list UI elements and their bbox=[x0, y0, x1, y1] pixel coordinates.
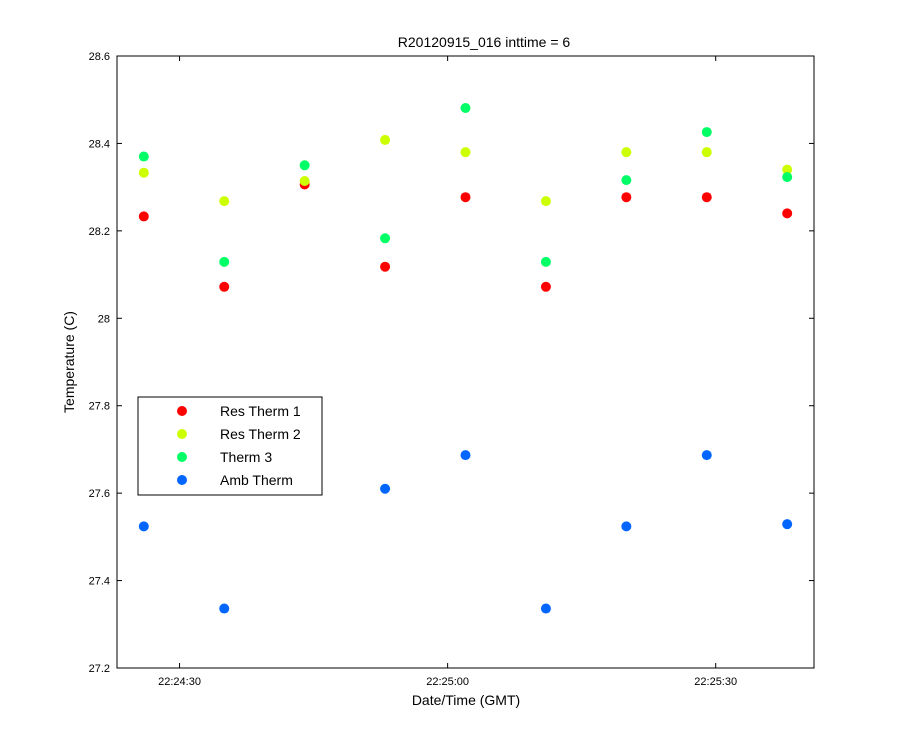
point-series-3-1 bbox=[219, 603, 230, 614]
point-series-0-7 bbox=[701, 192, 712, 203]
legend-label-3: Amb Therm bbox=[220, 472, 293, 488]
y-tick-label: 27.2 bbox=[89, 663, 110, 675]
point-series-2-1 bbox=[219, 256, 230, 267]
point-series-3-5 bbox=[540, 603, 551, 614]
point-series-2-4 bbox=[460, 103, 471, 114]
point-series-0-3 bbox=[380, 261, 391, 272]
x-axis: 22:24:30 22:25:00 22:25:30 bbox=[158, 56, 737, 688]
x-tick-label: 22:25:00 bbox=[426, 676, 469, 688]
legend-label-0: Res Therm 1 bbox=[220, 403, 301, 419]
y-axis-label: Temperature (C) bbox=[61, 311, 77, 413]
plot-area bbox=[116, 55, 815, 669]
point-series-0-8 bbox=[782, 208, 793, 219]
point-series-0-0 bbox=[138, 211, 149, 222]
point-series-1-8 bbox=[782, 164, 793, 175]
y-tick-label: 28.2 bbox=[89, 226, 110, 238]
point-series-1-3 bbox=[380, 134, 391, 145]
point-series-0-4 bbox=[460, 192, 471, 203]
y-tick-label: 28.6 bbox=[89, 51, 110, 63]
legend-marker-2 bbox=[177, 452, 187, 462]
point-series-2-0 bbox=[138, 151, 149, 162]
x-tick-label: 22:25:30 bbox=[694, 676, 737, 688]
point-series-3-0 bbox=[138, 521, 149, 532]
point-series-0-5 bbox=[540, 281, 551, 292]
y-tick-label: 28.4 bbox=[89, 138, 110, 150]
point-series-0-6 bbox=[621, 192, 632, 203]
point-series-1-5 bbox=[540, 196, 551, 207]
data-points bbox=[138, 103, 793, 614]
point-series-0-1 bbox=[219, 281, 230, 292]
y-tick-label: 27.4 bbox=[89, 576, 110, 588]
point-series-3-4 bbox=[460, 450, 471, 461]
point-series-2-5 bbox=[540, 256, 551, 267]
point-series-2-8 bbox=[782, 172, 793, 183]
point-series-2-7 bbox=[701, 127, 712, 138]
point-series-2-2 bbox=[299, 160, 310, 171]
legend-label-2: Therm 3 bbox=[220, 449, 272, 465]
y-tick-label: 27.8 bbox=[89, 401, 110, 413]
legend-label-1: Res Therm 2 bbox=[220, 426, 301, 442]
point-series-1-6 bbox=[621, 147, 632, 158]
legend: Res Therm 1 Res Therm 2 Therm 3 Amb Therm bbox=[137, 396, 323, 496]
point-series-3-6 bbox=[621, 521, 632, 532]
x-tick-label: 22:24:30 bbox=[158, 676, 201, 688]
legend-marker-3 bbox=[177, 475, 187, 485]
y-tick-label: 27.6 bbox=[89, 488, 110, 500]
legend-marker-0 bbox=[177, 406, 187, 416]
point-series-1-1 bbox=[219, 196, 230, 207]
point-series-1-2 bbox=[299, 176, 310, 187]
point-series-1-7 bbox=[701, 147, 712, 158]
point-series-2-3 bbox=[380, 233, 391, 244]
y-axis: 27.2 27.4 27.6 27.8 28 28.2 28.4 28.6 bbox=[89, 51, 814, 675]
legend-box bbox=[137, 396, 323, 496]
point-series-2-6 bbox=[621, 175, 632, 186]
x-axis-label: Date/Time (GMT) bbox=[412, 692, 520, 708]
point-series-3-7 bbox=[701, 450, 712, 461]
y-tick-label: 28 bbox=[98, 313, 110, 325]
point-series-3-8 bbox=[782, 519, 793, 530]
point-series-1-0 bbox=[138, 167, 149, 178]
point-series-3-3 bbox=[380, 483, 391, 494]
legend-marker-1 bbox=[177, 429, 187, 439]
chart-title: R20120915_016 inttime = 6 bbox=[398, 34, 571, 50]
point-series-1-4 bbox=[460, 147, 471, 158]
